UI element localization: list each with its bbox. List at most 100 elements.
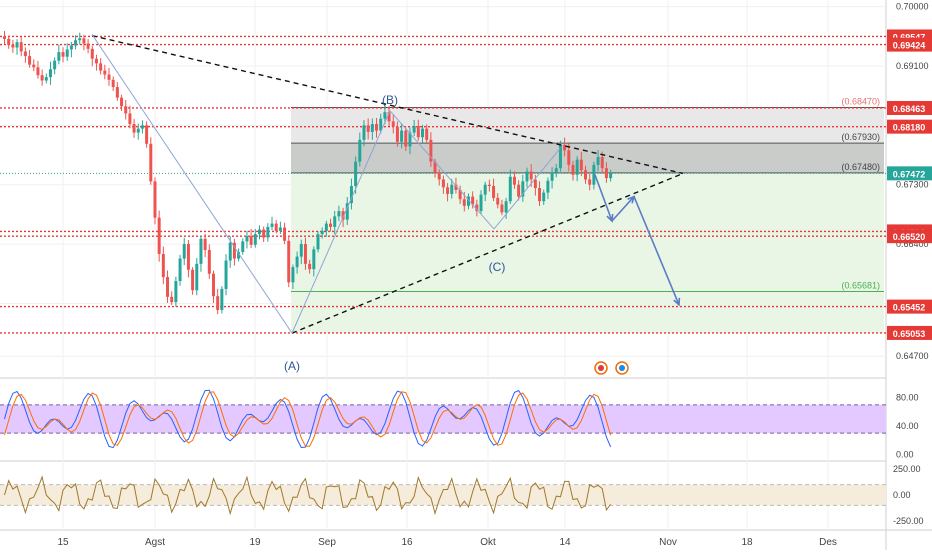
candle-body	[120, 97, 124, 107]
wave-line	[291, 110, 391, 334]
price-badge-label: 0.65452	[893, 303, 926, 313]
y-tick-label: 0.70000	[896, 2, 929, 12]
candle-body	[266, 226, 270, 238]
candle-body	[191, 269, 195, 291]
arrow-head	[673, 297, 681, 307]
candle-body	[379, 118, 383, 131]
candle-body	[124, 106, 128, 114]
candle-body	[483, 184, 487, 195]
candle-body	[128, 113, 132, 125]
candle-body	[584, 170, 588, 180]
x-tick-label: 14	[559, 537, 571, 548]
candle-body	[437, 172, 441, 180]
candle-body	[416, 125, 420, 138]
arrow-head	[606, 213, 614, 223]
candle-body	[199, 238, 203, 264]
candle-body	[500, 204, 504, 213]
candle-body	[136, 128, 140, 133]
wave-label-c: (C)	[489, 260, 506, 274]
projection-arrow	[611, 196, 635, 222]
candle-body	[596, 156, 600, 165]
candle-body	[23, 51, 27, 57]
candle-body	[370, 124, 374, 132]
candle-body	[74, 40, 78, 46]
price-badge	[887, 37, 932, 52]
candle-body	[592, 164, 596, 185]
price-badge-label: 0.68463	[893, 104, 926, 114]
candle-body	[542, 192, 546, 202]
candle-body	[90, 48, 94, 59]
candle-body	[262, 229, 266, 238]
candle-body	[44, 77, 48, 81]
candle-body	[604, 168, 608, 179]
wave-line	[493, 148, 561, 230]
stoch-tick-label: 40.00	[896, 421, 919, 431]
candle-body	[283, 227, 287, 241]
candle-body	[450, 184, 454, 194]
candle-body	[512, 176, 516, 185]
candle-body	[15, 42, 19, 48]
candle-body	[65, 49, 69, 57]
fib-zone-green	[291, 172, 884, 333]
wave-line	[91, 34, 293, 334]
fib-label: (0.65681)	[841, 280, 880, 290]
candle-body	[458, 189, 462, 200]
candle-body	[40, 75, 44, 81]
candle-body	[337, 211, 341, 217]
price-badge-label: 0.69424	[893, 41, 926, 51]
price-badge-label: 0.68180	[893, 123, 926, 133]
candle-body	[212, 273, 215, 297]
candle-body	[471, 196, 475, 205]
candle-body	[571, 164, 575, 175]
y-tick-label: 0.67300	[896, 180, 929, 190]
candle-body	[270, 223, 274, 227]
price-badge-label: 0.66520	[893, 232, 926, 242]
candle-body	[395, 126, 399, 142]
candle-body	[521, 181, 525, 197]
candle-body	[245, 236, 249, 242]
candle-body	[241, 241, 245, 252]
candle-body	[550, 172, 554, 181]
candle-body	[441, 179, 445, 188]
candle-body	[253, 234, 257, 245]
candle-body	[157, 217, 161, 254]
candle-body	[257, 229, 261, 235]
candle-body	[178, 258, 182, 282]
candle-body	[387, 112, 391, 122]
candle-body	[345, 203, 349, 220]
candle-body	[153, 181, 157, 218]
price-badge	[887, 299, 932, 314]
candle-body	[487, 184, 491, 187]
cci-tick-label: 0.00	[893, 490, 911, 500]
candle-body	[11, 44, 15, 48]
candle-body	[48, 69, 52, 78]
candle-body	[107, 74, 111, 80]
candle-body	[375, 124, 379, 131]
candle-body	[287, 240, 291, 283]
candle-body	[492, 186, 496, 198]
candle-body	[354, 161, 358, 187]
candle-body	[496, 197, 500, 205]
x-tick-label: Nov	[659, 537, 677, 548]
candle-body	[575, 159, 579, 175]
candle-body	[429, 139, 433, 162]
candle-body	[220, 288, 224, 311]
candle-body	[207, 250, 211, 274]
candle-body	[567, 150, 571, 165]
candle-body	[404, 130, 408, 147]
stoch-d-line	[4, 391, 612, 447]
candle-body	[391, 121, 395, 127]
candle-body	[462, 199, 466, 206]
wave-label-a: (A)	[284, 359, 300, 373]
fib-zone-darkgray	[291, 143, 884, 173]
candle-body	[558, 145, 562, 169]
candle-body	[291, 267, 295, 283]
candle-body	[295, 256, 299, 268]
candle-body	[32, 64, 36, 68]
x-tick-label: 19	[249, 537, 261, 548]
candle-body	[358, 139, 362, 162]
candle-body	[3, 36, 6, 39]
candle-body	[479, 194, 483, 212]
